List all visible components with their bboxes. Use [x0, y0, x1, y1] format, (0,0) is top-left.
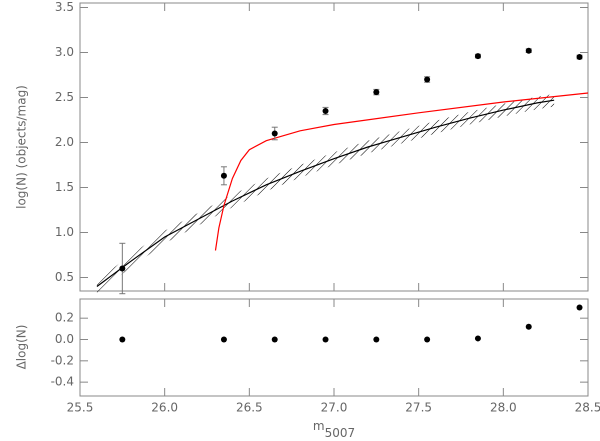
y-tick-label: -0.4 [51, 375, 74, 389]
data-point [119, 336, 126, 343]
data-point [220, 172, 227, 179]
data-point [525, 323, 532, 330]
data-point [373, 336, 380, 343]
y-tick-label: 0.2 [55, 311, 74, 325]
data-point [373, 89, 380, 96]
y-tick-label: -0.2 [51, 353, 74, 367]
data-point [424, 76, 431, 83]
model-line [214, 92, 589, 251]
data-point [322, 336, 329, 343]
y-tick-label: 1.0 [55, 225, 74, 239]
data-point [576, 54, 583, 60]
y-tick-label: 2.0 [55, 135, 74, 149]
residual-y-axis-label: Δlog(N) [15, 325, 29, 370]
x-tick-label: 28.0 [490, 401, 517, 415]
x-tick-label: 26.0 [151, 401, 178, 415]
y-tick-label: 3.5 [55, 0, 74, 14]
x-tick-label: 25.5 [67, 401, 94, 415]
y-tick-label: 3.0 [55, 45, 74, 59]
data-point [525, 47, 532, 54]
x-axis-label: m5007 [313, 419, 355, 440]
data-point [576, 304, 583, 311]
x-tick-label: 28.5 [575, 401, 600, 415]
bottom-frame [79, 298, 589, 397]
x-label-main: m [313, 419, 325, 433]
data-point [322, 108, 329, 114]
data-point [474, 335, 481, 342]
x-label-sub: 5007 [325, 426, 356, 440]
y-tick-label: 0.0 [55, 332, 74, 346]
data-point [119, 265, 126, 272]
data-point [271, 130, 278, 137]
x-tick-label: 27.5 [405, 401, 432, 415]
x-tick-label: 26.5 [236, 401, 263, 415]
data-point [271, 336, 278, 343]
x-tick-label: 27.0 [321, 401, 348, 415]
y-tick-label: 1.5 [55, 180, 74, 194]
y-tick-label: 0.5 [55, 270, 74, 284]
uncertainty-band [96, 93, 555, 293]
y-axis-label: log(N) (objects/mag) [15, 85, 29, 209]
data-point [424, 336, 431, 343]
y-tick-label: 2.5 [55, 90, 74, 104]
model-line [96, 99, 555, 287]
data-point [220, 336, 227, 343]
data-point [474, 53, 481, 60]
